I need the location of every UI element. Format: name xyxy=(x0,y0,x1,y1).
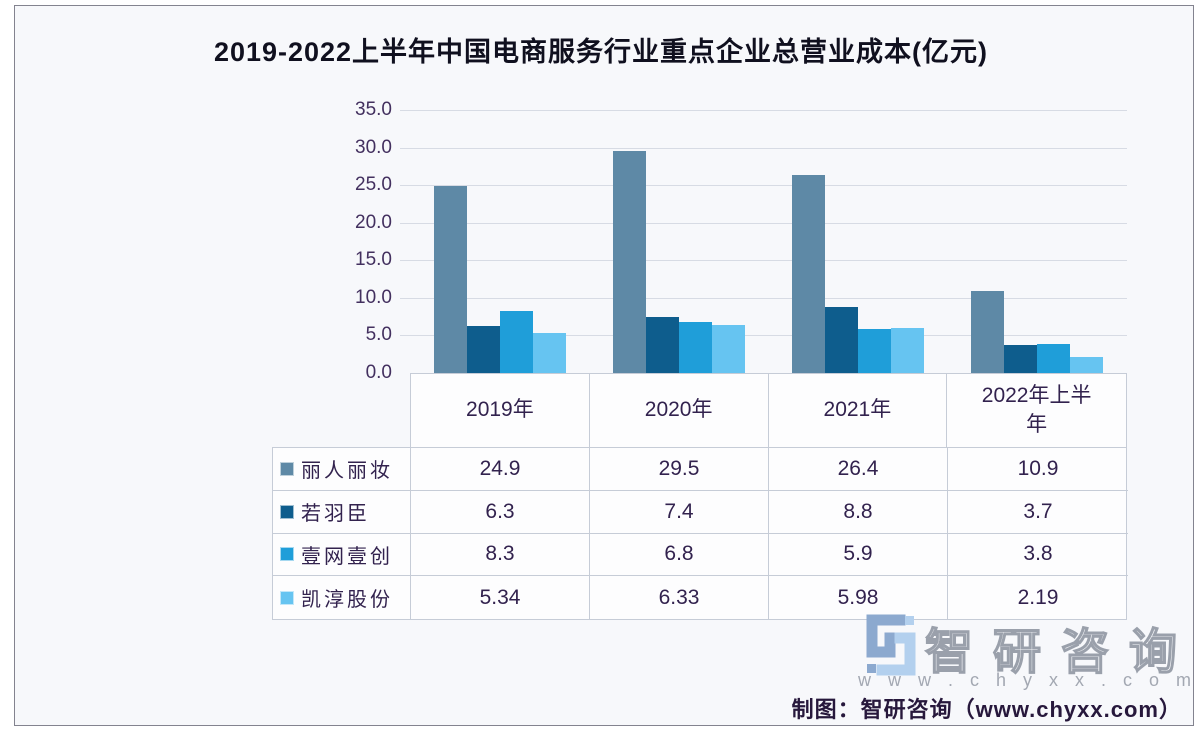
plot-area xyxy=(400,110,1127,373)
gridline xyxy=(400,147,1127,149)
table-cell: 5.98 xyxy=(769,576,948,619)
legend-item: 凯淳股份 xyxy=(273,576,411,619)
legend-swatch-icon xyxy=(280,504,294,519)
column-header: 2020年 xyxy=(590,374,769,447)
bar-壹网壹创-2022年上半年 xyxy=(1036,344,1070,373)
bar-壹网壹创-2020年 xyxy=(678,321,712,373)
data-table: 丽人丽妆 24.9 29.5 26.4 10.9 若羽臣 6.3 7.4 8.8… xyxy=(272,447,1128,620)
y-axis-tick-label: 10.0 xyxy=(355,286,392,308)
table-cell: 8.3 xyxy=(411,533,590,577)
gridline xyxy=(400,110,1127,111)
table-cell: 6.8 xyxy=(590,533,769,577)
legend-swatch-icon xyxy=(280,547,294,562)
chart-title: 2019-2022上半年中国电商服务行业重点企业总营业成本(亿元) xyxy=(213,37,989,67)
column-header: 2021年 xyxy=(769,374,948,447)
legend-swatch-icon xyxy=(280,461,294,476)
legend-item: 丽人丽妆 xyxy=(273,448,411,491)
bar-若羽臣-2020年 xyxy=(645,317,679,373)
gridline xyxy=(400,260,1127,262)
y-axis-tick-label: 15.0 xyxy=(355,249,392,271)
zhiyan-logo-icon xyxy=(860,608,922,691)
bar-壹网壹创-2021年 xyxy=(857,328,891,373)
gridline xyxy=(400,297,1127,299)
bar-若羽臣-2021年 xyxy=(824,306,858,373)
table-cell: 2.19 xyxy=(1017,585,1059,609)
bar-丽人丽妆-2022年上半年 xyxy=(970,291,1004,373)
y-axis-tick-label: 35.0 xyxy=(355,99,392,120)
watermark-url-text: w w w . c h y x x . c o m xyxy=(858,670,1198,690)
y-axis-tick-label: 0.0 xyxy=(365,362,392,383)
y-axis-tick-label: 25.0 xyxy=(355,174,392,196)
table-cell: 24.9 xyxy=(411,448,590,491)
bar-若羽臣-2022年上半年 xyxy=(1003,345,1037,373)
credit-line: 制图：智研咨询（www.chyxx.com） xyxy=(791,697,1182,722)
series-name-label: 壹网壹创 xyxy=(301,545,393,568)
y-axis-tick-label: 20.0 xyxy=(355,211,392,233)
column-header: 2022年上半年 xyxy=(947,374,1126,447)
bar-凯淳股份-2022年上半年 xyxy=(1069,356,1103,373)
table-cell: 7.4 xyxy=(590,490,769,534)
series-name-label: 若羽臣 xyxy=(301,503,370,526)
bar-若羽臣-2019年 xyxy=(466,325,500,373)
bar-凯淳股份-2021年 xyxy=(890,328,924,373)
gridline xyxy=(400,222,1127,224)
y-axis-tick-label: 5.0 xyxy=(365,324,392,346)
bar-丽人丽妆-2021年 xyxy=(791,174,825,373)
gridline xyxy=(400,185,1127,187)
column-header-label: 2020年 xyxy=(644,398,713,422)
table-cell: 26.4 xyxy=(769,448,948,491)
bar-丽人丽妆-2019年 xyxy=(433,185,467,373)
y-axis-tick-label: 30.0 xyxy=(355,136,392,158)
column-header-label: 2022年上半年 xyxy=(981,384,1092,436)
legend-item: 若羽臣 xyxy=(273,490,411,534)
table-header-row: 2019年 2020年 2021年 2022年上半年 xyxy=(410,373,1127,447)
table-cell: 6.3 xyxy=(411,490,590,534)
legend-swatch-icon xyxy=(280,590,294,605)
column-header-label: 2019年 xyxy=(466,398,534,422)
table-cell: 29.5 xyxy=(590,448,769,491)
column-header-label: 2021年 xyxy=(823,398,892,422)
table-cell: 3.8 xyxy=(948,534,1128,577)
series-name-label: 丽人丽妆 xyxy=(301,460,393,483)
watermark-brand-text: 智研咨询 xyxy=(924,625,1198,680)
legend-item: 壹网壹创 xyxy=(273,533,411,577)
table-cell: 6.33 xyxy=(590,576,769,619)
table-cell: 10.9 xyxy=(948,448,1128,491)
table-cell: 3.7 xyxy=(948,491,1128,534)
bar-凯淳股份-2020年 xyxy=(711,325,745,373)
bar-凯淳股份-2019年 xyxy=(532,332,566,373)
y-axis: 35.0 30.0 25.0 20.0 15.0 10.0 5.0 0.0 xyxy=(316,99,392,383)
table-cell: 5.34 xyxy=(411,576,590,619)
gridline xyxy=(400,335,1127,337)
table-cell: 8.8 xyxy=(769,490,948,534)
series-name-label: 凯淳股份 xyxy=(301,589,393,612)
table-cell: 5.9 xyxy=(769,533,948,577)
column-header: 2019年 xyxy=(411,374,590,447)
bar-丽人丽妆-2020年 xyxy=(612,151,646,373)
bar-壹网壹创-2019年 xyxy=(499,310,533,373)
